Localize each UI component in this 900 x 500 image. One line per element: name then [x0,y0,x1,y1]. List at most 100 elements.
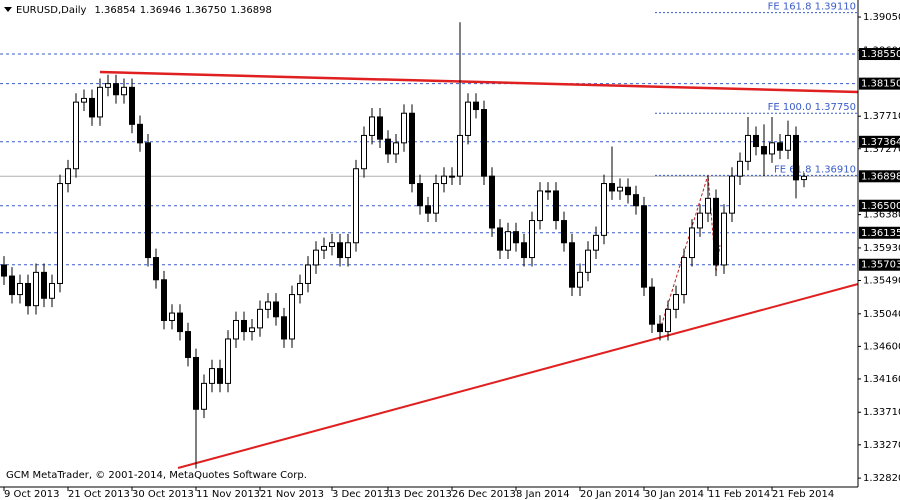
y-tick-label: 1.39050 [863,12,900,23]
candle-body [561,220,567,244]
candle-body [369,116,375,136]
candle-body [241,319,247,333]
level-labels: 1.38550 1.38150 1.37364 1.36500 1.36135 1.357… [859,48,900,271]
candle-body [185,331,191,358]
x-tick-label: 11 Feb 2014 [708,489,770,500]
candle-body [761,146,767,155]
price-ticks: 1.390501.386001.377101.372701.363801.359… [858,12,900,484]
candle-body [609,183,615,192]
fibo-label: FE 61.8 1.36910 [774,164,856,175]
level-box [859,226,900,239]
candle-body [201,382,207,410]
level-label: 1.35703 [861,260,900,271]
candle-body [593,234,599,251]
candle-body [401,112,407,144]
candle-body [1,264,7,277]
candle-body [209,368,215,384]
level-label: 1.36500 [861,201,900,212]
y-tick-label: 1.33710 [863,407,900,418]
candle-body [225,338,231,384]
candle-body [649,286,655,325]
candle-body [505,231,511,251]
candle-body [97,86,103,118]
candle-body [145,142,151,259]
candle-body [281,316,287,340]
candle-body [57,183,63,284]
y-tick-label: 1.35040 [863,309,900,320]
x-tick-label: 3 Dec 2013 [332,489,390,500]
candle-body [329,242,335,247]
current-price-label: 1.36898 [861,171,900,182]
candle-body [361,134,367,170]
candle-body [601,183,607,236]
level-label: 1.38550 [861,49,900,60]
x-tick-label: 20 Jan 2014 [580,489,640,500]
candle-body [89,97,95,118]
x-tick-label: 9 Oct 2013 [4,489,59,500]
header-high: 1.36946 [140,5,181,16]
candle-body [777,142,783,151]
x-tick-label: 30 Jan 2014 [644,489,704,500]
candle-body [657,323,663,333]
candle-body [105,83,111,88]
candle-body [153,257,159,281]
candle-body [377,116,383,140]
candle-body [25,282,31,307]
fibo-levels: FE 161.8 1.39110 FE 100.0 1.37750 FE 61.8 … [655,2,858,176]
y-tick-label: 1.35490 [863,276,900,287]
candle-body [393,142,399,155]
level-label: 1.36135 [861,228,900,239]
x-tick-label: 21 Oct 2013 [68,489,130,500]
candle-body [665,308,671,333]
candle-body [497,227,503,251]
x-tick-label: 30 Oct 2013 [132,489,194,500]
x-tick-label: 11 Nov 2013 [196,489,260,500]
candle-body [713,197,719,266]
candle-body [729,175,735,214]
level-box [859,48,900,61]
x-tick-label: 21 Nov 2013 [260,489,324,500]
candle-body [81,97,87,103]
candle-body [465,101,471,136]
y-tick-label: 1.37270 [863,144,900,155]
y-tick-label: 1.35930 [863,243,900,254]
candle-body [745,134,751,162]
candle-body [313,249,319,266]
candle-body [49,282,55,299]
level-label: 1.37364 [861,137,900,148]
candle-body [425,205,431,214]
header-close: 1.36898 [231,5,272,16]
candle-body [129,86,135,125]
candle-body [633,194,639,207]
candle-body [441,175,447,185]
level-box [859,77,900,90]
candle-body [553,190,559,222]
y-tick-label: 1.37710 [863,111,900,122]
candle-body [489,175,495,229]
support-trendline [177,283,859,469]
level-box [859,135,900,148]
candle-body [753,134,759,148]
x-tick-label: 8 Jan 2014 [516,489,570,500]
candle-body [73,101,79,170]
candle-body [417,183,423,207]
header-low: 1.36750 [185,5,226,16]
candle-body [305,264,311,284]
candle-body [249,327,255,333]
level-box [859,258,900,271]
candle-body [9,275,15,296]
candle-body [257,308,263,329]
candle-body [33,271,39,307]
level-label: 1.38150 [861,79,900,90]
footer: GCM MetaTrader, © 2001-2014, MetaQuotes … [6,470,307,481]
candle-body [121,86,127,96]
candle-body [217,368,223,384]
candle-body [585,249,591,273]
candle-body [545,190,551,193]
candle-body [273,301,279,318]
candle-body [353,168,359,244]
candle-body [113,83,119,96]
candle-body [681,257,687,296]
candle-body [577,271,583,288]
